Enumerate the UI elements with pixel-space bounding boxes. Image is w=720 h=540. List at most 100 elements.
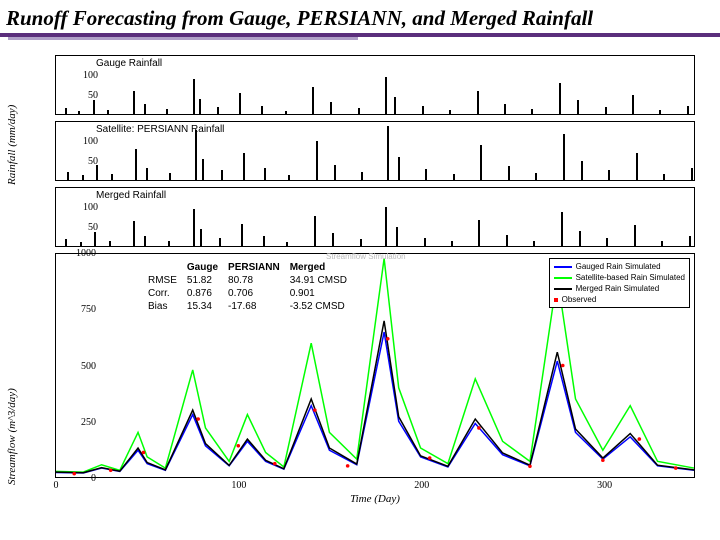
flow-ytick: 750 bbox=[66, 304, 96, 315]
rain-bar bbox=[109, 241, 111, 246]
y-axis-label-rainfall: Rainfall (mm/day) bbox=[6, 105, 18, 185]
rain-bar bbox=[561, 212, 563, 246]
legend: Gauged Rain SimulatedSatellite-based Rai… bbox=[549, 258, 690, 308]
rain-bar bbox=[535, 173, 537, 180]
rain-bar bbox=[689, 236, 691, 246]
flow-ytick: 250 bbox=[66, 417, 96, 428]
rain-bar bbox=[264, 168, 266, 180]
rain-bar bbox=[107, 110, 109, 114]
x-axis-label: Time (Day) bbox=[350, 493, 400, 505]
rain-bar bbox=[193, 79, 195, 114]
flow-observed-dot bbox=[561, 364, 565, 368]
rain-bar bbox=[636, 153, 638, 180]
rain-bar bbox=[361, 172, 363, 180]
flow-line-merged bbox=[56, 321, 694, 473]
rain-bar bbox=[261, 106, 263, 115]
rain-bar bbox=[80, 242, 82, 246]
legend-label: Merged Rain Simulated bbox=[576, 283, 660, 294]
rain-bar bbox=[398, 157, 400, 180]
stats-row: RMSE51.8280.7834.91 CMSD bbox=[148, 275, 355, 286]
rain-bar bbox=[422, 106, 424, 114]
rain-bar bbox=[263, 236, 265, 246]
rain-bar bbox=[659, 110, 661, 114]
rain-bar bbox=[166, 109, 168, 114]
stats-cell: 0.901 bbox=[290, 288, 355, 299]
panels-area: Rainfall (mm/day) Streamflow (m^3/day) 1… bbox=[10, 55, 710, 484]
rain-bar bbox=[451, 241, 453, 246]
flow-observed-dot bbox=[109, 469, 113, 473]
rainfall-panel-persiann: 10050Satellite: PERSIANN Rainfall bbox=[55, 121, 695, 181]
y-axis-label-streamflow: Streamflow (m^3/day) bbox=[6, 388, 18, 485]
flow-observed-dot bbox=[601, 458, 605, 462]
flow-observed-dot bbox=[386, 337, 390, 341]
flow-observed-dot bbox=[346, 464, 350, 468]
rain-bar bbox=[96, 165, 98, 180]
flow-observed-dot bbox=[236, 444, 240, 448]
rain-bar bbox=[144, 104, 146, 114]
flow-xtick: 0 bbox=[41, 480, 71, 491]
stats-cell: 51.82 bbox=[187, 275, 226, 286]
rain-bar bbox=[288, 175, 290, 180]
rain-bar bbox=[396, 227, 398, 246]
flow-observed-dot bbox=[477, 426, 481, 430]
stats-cell: 0.706 bbox=[228, 288, 288, 299]
rainfall-panel-gauge: 10050Gauge Rainfall bbox=[55, 55, 695, 115]
rain-bar bbox=[480, 145, 482, 180]
ghost-title: Streamflow Simulation bbox=[326, 252, 406, 261]
flow-observed-dot bbox=[428, 456, 432, 460]
legend-label: Gauged Rain Simulated bbox=[576, 261, 661, 272]
rain-bar bbox=[424, 238, 426, 247]
flow-observed-dot bbox=[674, 466, 678, 470]
rain-bar bbox=[661, 241, 663, 246]
rain-bar bbox=[533, 241, 535, 246]
slide-root: Runoff Forecasting from Gauge, PERSIANN,… bbox=[0, 0, 720, 540]
rain-bar bbox=[65, 108, 67, 114]
stats-cell: -17.68 bbox=[228, 301, 288, 312]
rain-bar bbox=[579, 231, 581, 246]
title-underline bbox=[8, 37, 358, 40]
stats-cell: 0.876 bbox=[187, 288, 226, 299]
rain-bar bbox=[93, 100, 95, 114]
flow-ytick: 500 bbox=[66, 361, 96, 372]
rainfall-panel-merged: 10050Merged Rainfall bbox=[55, 187, 695, 247]
rain-bar bbox=[217, 107, 219, 114]
rain-bar bbox=[394, 97, 396, 114]
rain-bar bbox=[195, 130, 197, 180]
page-title: Runoff Forecasting from Gauge, PERSIANN,… bbox=[0, 0, 720, 37]
rain-bar bbox=[146, 168, 148, 180]
legend-line-swatch bbox=[554, 288, 572, 290]
rain-bar bbox=[111, 174, 113, 180]
stats-cell: -3.52 CMSD bbox=[290, 301, 355, 312]
rain-bar bbox=[605, 107, 607, 114]
legend-row: Satellite-based Rain Simulated bbox=[554, 272, 685, 283]
rain-bar bbox=[508, 166, 510, 180]
flow-xtick: 300 bbox=[590, 480, 620, 491]
rain-bar bbox=[691, 168, 693, 180]
rain-bar bbox=[360, 239, 362, 246]
flow-ytick: 1000 bbox=[66, 248, 96, 259]
rain-bars bbox=[56, 122, 694, 180]
rain-bar bbox=[78, 111, 80, 114]
rain-bar bbox=[453, 174, 455, 180]
rain-bar bbox=[449, 110, 451, 114]
flow-xtick: 100 bbox=[224, 480, 254, 491]
rain-bar bbox=[314, 216, 316, 246]
rain-bar bbox=[387, 126, 389, 180]
streamflow-panel: GaugePERSIANNMerged RMSE51.8280.7834.91 … bbox=[55, 253, 695, 478]
legend-label: Satellite-based Rain Simulated bbox=[576, 272, 685, 283]
rain-bar bbox=[133, 91, 135, 114]
rain-bar bbox=[202, 159, 204, 180]
rain-bar bbox=[506, 235, 508, 246]
rain-bar bbox=[606, 238, 608, 246]
rain-bars bbox=[56, 188, 694, 246]
rain-bar bbox=[687, 106, 689, 115]
rain-bar bbox=[241, 224, 243, 246]
legend-row: Merged Rain Simulated bbox=[554, 283, 685, 294]
rain-bar bbox=[632, 95, 634, 114]
rain-bar bbox=[531, 109, 533, 114]
rain-bar bbox=[477, 91, 479, 114]
rain-bar bbox=[312, 87, 314, 114]
legend-dot-swatch bbox=[554, 298, 558, 302]
flow-observed-dot bbox=[196, 417, 200, 421]
flow-observed-dot bbox=[142, 451, 146, 455]
